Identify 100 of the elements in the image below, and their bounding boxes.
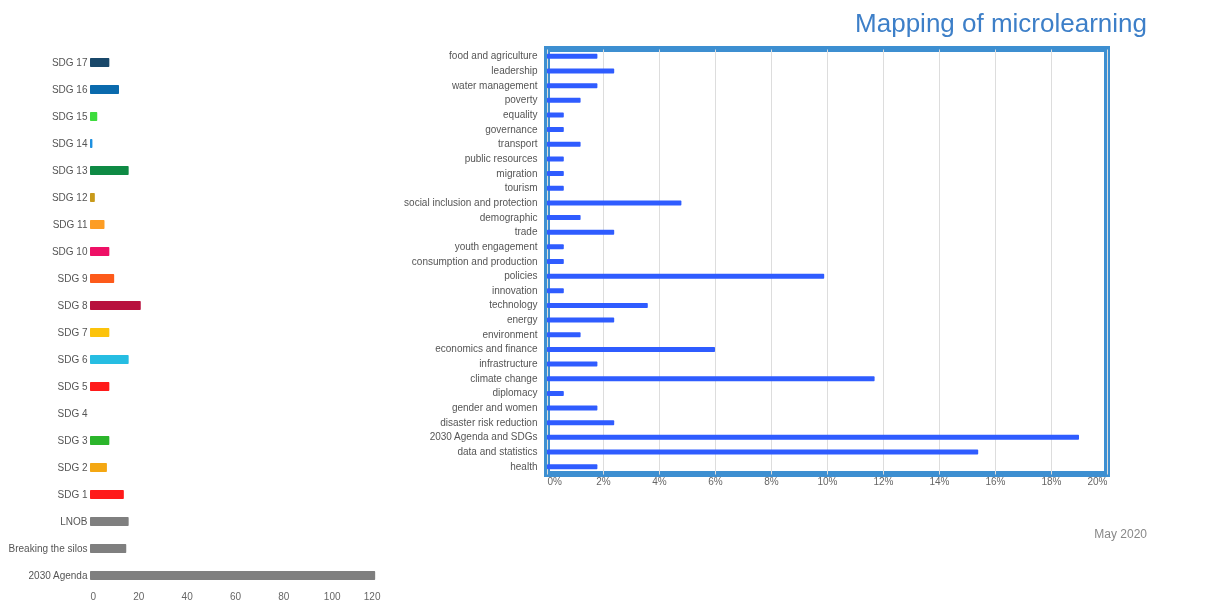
x-tick-label: 80: [278, 590, 290, 602]
bar: [547, 68, 615, 74]
x-tick-label: 10%: [817, 475, 838, 487]
bar: [90, 301, 141, 310]
text: May 2020: [1094, 527, 1148, 541]
y-tick-label: SDG 12: [51, 191, 88, 203]
y-tick-label: migration: [496, 167, 538, 179]
y-tick-label: innovation: [491, 284, 538, 296]
x-tick-label: 12%: [873, 475, 894, 487]
bar: [90, 166, 129, 175]
y-tick-label: 2030 Agenda: [28, 569, 88, 581]
bar: [547, 127, 564, 133]
y-tick-label: SDG 13: [51, 164, 88, 176]
bar: [90, 112, 98, 121]
bar: [90, 85, 119, 94]
y-tick-label: SDG 3: [57, 434, 88, 446]
y-tick-label: SDG 5: [57, 380, 88, 392]
x-tick-label: 2%: [596, 475, 611, 487]
y-tick-label: economics and finance: [435, 343, 538, 355]
bar: [547, 97, 581, 103]
bar: [90, 355, 129, 364]
x-tick-label: 6%: [708, 475, 723, 487]
bar: [547, 215, 581, 221]
y-tick-label: climate change: [470, 372, 538, 384]
x-tick-label: 4%: [652, 475, 667, 487]
bar: [547, 229, 615, 235]
bar: [547, 420, 615, 426]
y-tick-label: food and agriculture: [449, 50, 538, 62]
bar: [90, 571, 376, 580]
bar: [90, 328, 110, 337]
x-tick-label: 14%: [929, 475, 950, 487]
y-tick-label: transport: [498, 138, 538, 150]
y-tick-label: diplomacy: [492, 387, 538, 399]
bar: [547, 361, 598, 367]
bar: [90, 490, 124, 499]
x-tick-label: 0%: [547, 475, 563, 487]
y-tick-label: public resources: [464, 152, 538, 164]
bar: [547, 464, 598, 470]
bar: [90, 517, 129, 526]
x-tick-label: 18%: [1041, 475, 1062, 487]
bar: [547, 390, 564, 396]
y-tick-label: SDG 16: [51, 83, 88, 95]
y-tick-label: health: [510, 460, 538, 472]
y-tick-label: SDG 15: [51, 110, 88, 122]
bar: [547, 332, 581, 338]
bar: [90, 220, 105, 229]
x-tick-label: 40: [181, 590, 194, 602]
y-tick-label: environment: [482, 328, 538, 340]
x-tick-label: 100: [323, 590, 341, 602]
y-tick-label: technology: [489, 299, 538, 311]
y-tick-label: youth engagement: [454, 240, 538, 252]
chart-title: Mapping of microlearning: [855, 8, 1147, 38]
bar: [547, 434, 1079, 440]
y-tick-label: tourism: [504, 182, 538, 194]
y-tick-label: disaster risk reduction: [440, 416, 538, 428]
bar: [547, 200, 682, 206]
x-tick-label: 20: [133, 590, 145, 602]
y-tick-label: 2030 Agenda and SDGs: [429, 431, 538, 443]
y-tick-label: water management: [450, 79, 538, 91]
bar: [90, 463, 107, 472]
bar: [547, 346, 715, 352]
bar: [547, 171, 564, 177]
bar: [547, 83, 598, 89]
y-tick-label: SDG 8: [57, 299, 88, 311]
y-tick-label: demographic: [479, 211, 538, 223]
bar: [90, 58, 110, 67]
bar: [547, 288, 564, 294]
y-tick-label: consumption and production: [411, 255, 538, 267]
y-tick-label: energy: [506, 314, 538, 326]
y-tick-label: gender and women: [451, 402, 538, 414]
y-tick-label: social inclusion and protection: [404, 196, 538, 208]
y-tick-label: trade: [514, 226, 538, 238]
x-tick-label: 16%: [985, 475, 1006, 487]
y-tick-label: SDG 7: [57, 326, 88, 338]
y-tick-label: SDG 2: [57, 461, 88, 473]
y-tick-label: SDG 1: [57, 488, 88, 500]
bar: [547, 302, 648, 308]
bar: [547, 156, 564, 162]
y-tick-label: SDG 14: [51, 137, 88, 149]
bar: [90, 382, 110, 391]
y-tick-label: SDG 9: [57, 272, 88, 284]
y-tick-label: leadership: [491, 64, 538, 76]
bar: [547, 317, 615, 323]
bar: [90, 436, 110, 445]
bar: [90, 247, 110, 256]
y-tick-label: SDG 6: [57, 353, 88, 365]
y-tick-label: SDG 11: [52, 218, 88, 230]
x-tick-label: 8%: [764, 475, 779, 487]
y-tick-label: infrastructure: [479, 358, 538, 370]
bar: [547, 185, 564, 191]
y-tick-label: governance: [485, 123, 538, 135]
bar: [547, 53, 598, 59]
x-tick-label: 60: [229, 590, 242, 602]
bar: [547, 273, 825, 279]
y-tick-label: SDG 10: [51, 245, 88, 257]
bar: [547, 449, 979, 455]
bar: [90, 274, 115, 283]
y-tick-label: LNOB: [60, 515, 88, 527]
bar: [90, 544, 127, 553]
y-tick-label: poverty: [504, 94, 538, 106]
